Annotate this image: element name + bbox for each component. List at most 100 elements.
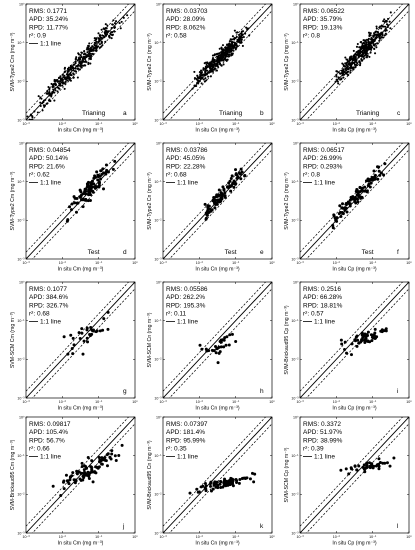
y-tick-label: 10⁻¹ [291,180,299,184]
data-point [234,168,238,172]
y-tick-label: 10⁻² [17,219,25,223]
data-point [91,52,94,55]
data-point [215,194,219,198]
data-point [238,477,242,481]
x-tick-label: 10⁻¹ [95,535,103,539]
data-point [359,196,363,200]
data-point [359,48,362,51]
data-point [222,63,225,66]
data-point [214,481,218,485]
data-point [100,28,103,31]
data-point [66,352,70,356]
stat-rms: RMS: 0.1077 [29,286,67,293]
data-point [30,118,33,120]
y-tick-label: 10⁰ [156,2,162,6]
data-point [349,69,352,72]
data-point [212,66,215,69]
data-point [228,53,231,56]
y-tick-label: 10⁻² [17,80,25,84]
data-point [233,38,236,41]
data-point [202,67,205,70]
data-point [337,212,341,216]
data-point [348,60,351,63]
data-point [241,33,244,37]
data-point [216,65,219,68]
y-tick-label: 10⁻³ [17,118,25,122]
x-tick-label: 10⁻² [333,122,341,126]
data-point [217,188,221,192]
data-point [98,43,101,46]
data-point [87,45,90,48]
x-tick-label: 10⁰ [406,535,412,539]
x-tick-label: 10⁻¹ [232,535,240,539]
data-point [230,54,233,57]
data-point [340,342,344,346]
data-point [64,80,67,84]
data-point [384,327,388,331]
data-point [114,459,118,463]
y-tick-label: 10⁻² [291,80,299,84]
data-point [374,52,377,55]
data-point [375,30,378,33]
data-point [230,174,234,178]
data-point [51,484,55,488]
data-point [231,35,234,38]
data-point [67,66,70,69]
y-tick-label: 10⁻³ [17,396,25,400]
data-point [338,204,342,208]
data-point [240,170,244,174]
x-tick-label: 10⁰ [406,122,412,126]
data-point [210,62,213,65]
data-point [238,33,241,37]
x-axis-label: In situ Cp (mg m⁻³) [332,541,377,547]
data-point [380,328,384,332]
data-point [197,77,200,80]
data-point [73,196,77,200]
y-tick-label: 10⁰ [156,280,162,284]
x-tick-label: 10⁻¹ [369,122,377,126]
data-point [231,484,235,488]
data-point [353,199,357,203]
data-point [379,25,382,28]
legend-label: 1:1 line [40,319,61,326]
y-tick-label: 10⁻¹ [291,454,299,458]
data-point [231,182,235,186]
data-point [335,73,338,76]
data-point [104,34,108,37]
y-tick-label: 10⁻¹ [17,180,25,184]
data-point [205,63,208,66]
data-point [89,182,93,186]
y-tick-label: 10⁰ [156,415,162,419]
data-point [100,41,103,44]
data-point [54,84,57,87]
data-point [64,78,67,81]
data-point [384,28,387,31]
data-point [369,38,373,41]
data-point [215,52,219,55]
data-point [50,82,53,85]
data-point [191,87,194,90]
x-tick-label: 10⁰ [406,261,412,265]
data-point [62,335,66,339]
data-point [28,119,31,120]
data-point [200,82,203,85]
data-point [217,345,221,349]
stat-r2: r²: 0.9 [29,33,46,40]
data-point [352,61,355,64]
data-point [372,43,375,46]
data-point [373,173,377,177]
plot-area [26,417,135,533]
data-point [69,72,72,75]
data-point [373,32,376,35]
data-point [383,34,386,37]
stat-r2: r²: 0.39 [303,446,324,453]
data-point [101,44,104,47]
data-point [369,178,373,182]
one-to-one-line [163,417,272,533]
y-tick-label: 10⁻² [17,493,25,497]
plot-area [300,4,409,120]
data-point [103,458,107,462]
data-point [58,82,61,85]
data-point [57,80,60,83]
data-point [224,343,228,347]
